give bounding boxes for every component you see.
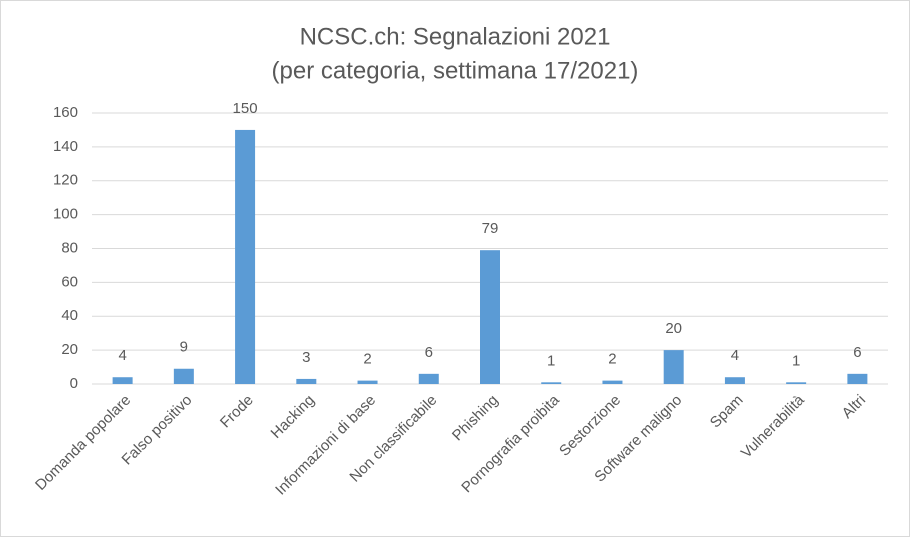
data-label: 2 [608, 351, 616, 368]
data-label: 3 [302, 349, 310, 366]
bar [418, 373, 439, 384]
y-tick-label: 140 [53, 138, 78, 155]
data-label: 9 [180, 339, 188, 356]
data-label: 2 [363, 351, 371, 368]
y-tick-label: 0 [70, 375, 78, 392]
bar [173, 368, 194, 384]
bar [112, 377, 133, 384]
data-label: 1 [792, 352, 800, 369]
bar [602, 380, 623, 384]
data-label: 6 [853, 344, 861, 361]
bar [480, 250, 500, 384]
y-tick-label: 80 [61, 239, 78, 256]
chart-subtitle: (per categoria, settimana 17/2021) [272, 57, 639, 84]
y-tick-label: 160 [53, 104, 78, 121]
y-tick-label: 120 [53, 172, 78, 189]
chart-title: NCSC.ch: Segnalazioni 2021 [300, 23, 611, 50]
data-label: 4 [731, 347, 739, 364]
bar [663, 350, 684, 384]
bar [786, 382, 807, 384]
bar [847, 373, 868, 384]
data-label: 20 [665, 320, 682, 337]
bar [541, 382, 562, 384]
data-label: 6 [425, 344, 433, 361]
y-tick-label: 100 [53, 206, 78, 223]
bar [357, 380, 378, 384]
bar [235, 129, 256, 384]
data-label: 79 [482, 220, 499, 237]
y-tick-label: 20 [61, 341, 78, 358]
data-label: 150 [233, 100, 258, 117]
y-tick-label: 60 [61, 273, 78, 290]
y-tick-label: 40 [61, 307, 78, 324]
bar [724, 377, 745, 384]
bar [296, 378, 317, 384]
data-label: 1 [547, 352, 555, 369]
data-label: 4 [118, 347, 126, 364]
